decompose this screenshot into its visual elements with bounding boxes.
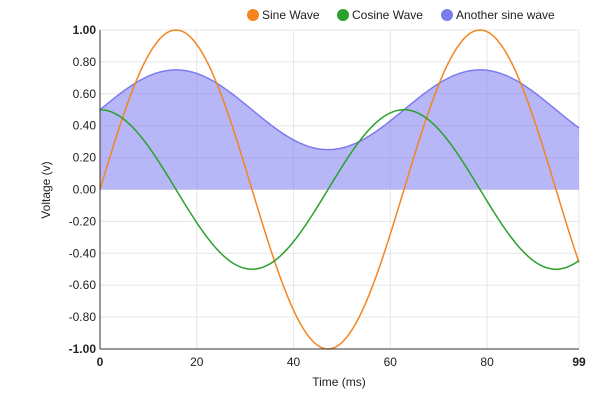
legend-label-sine-wave: Sine Wave	[262, 8, 320, 22]
y-tick-label: -0.80	[69, 310, 97, 324]
legend-item-sine-wave: Sine Wave	[247, 8, 320, 22]
y-tick-labels: -1.00 -0.80 -0.60 -0.40 -0.20 0.00 0.20 0.40 0.6…	[69, 23, 97, 356]
legend-label-another-sine-wave: Another sine wave	[456, 8, 555, 22]
another-sine-wave-area	[100, 69, 579, 190]
legend-marker-sine-wave	[247, 9, 259, 21]
x-tick-label: 99	[572, 355, 586, 369]
another-sine-wave-line	[99, 69, 580, 151]
y-tick-label: -0.60	[69, 278, 97, 292]
cosine-wave-line	[99, 109, 580, 271]
x-tick-label: 0	[97, 355, 104, 369]
x-axis-title: Time (ms)	[312, 375, 366, 389]
legend-label-cosine-wave: Cosine Wave	[352, 8, 423, 22]
x-tick-label: 40	[287, 355, 301, 369]
legend: Sine Wave Cosine Wave Another sine wave	[247, 8, 555, 22]
legend-item-cosine-wave: Cosine Wave	[337, 8, 423, 22]
y-tick-label: -0.40	[69, 246, 97, 260]
y-axis-title: Voltage (v)	[39, 161, 53, 218]
x-tick-labels: 0 20 40 60 80 99	[97, 355, 586, 369]
y-tick-label: 0.20	[73, 151, 97, 165]
y-tick-label: 0.00	[73, 183, 97, 197]
x-tick-label: 20	[190, 355, 204, 369]
y-tick-label: 0.80	[73, 55, 97, 69]
y-tick-label: 0.40	[73, 119, 97, 133]
plot-area	[99, 29, 580, 350]
sine-wave-line	[99, 29, 580, 350]
x-tick-label: 80	[480, 355, 494, 369]
legend-marker-another-sine-wave	[441, 9, 453, 21]
legend-marker-cosine-wave	[337, 9, 349, 21]
y-tick-label: 1.00	[73, 23, 97, 37]
legend-item-another-sine-wave: Another sine wave	[441, 8, 555, 22]
axes	[99, 30, 579, 350]
x-tick-label: 60	[384, 355, 398, 369]
y-tick-label: -0.20	[69, 214, 97, 228]
y-tick-label: -1.00	[69, 342, 97, 356]
y-tick-label: 0.60	[73, 87, 97, 101]
